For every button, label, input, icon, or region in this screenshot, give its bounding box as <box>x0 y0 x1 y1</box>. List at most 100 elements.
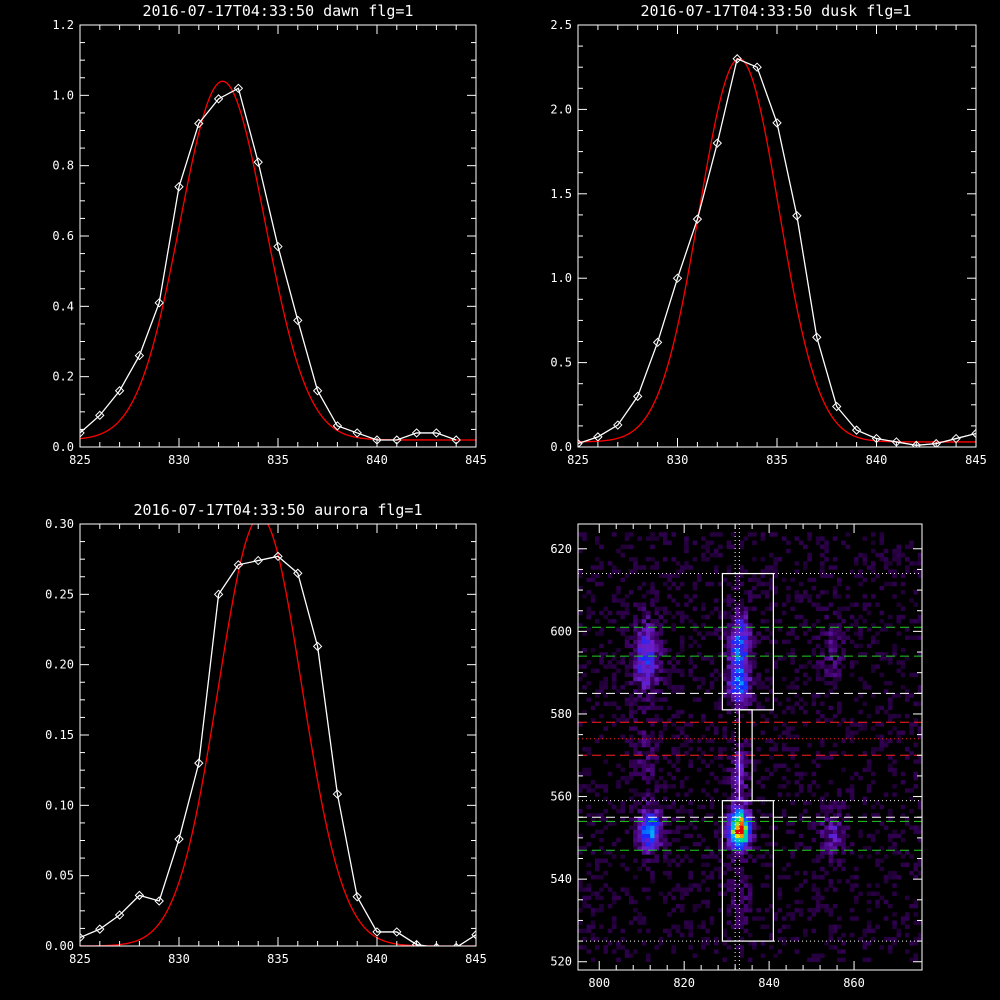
heatmap-cell <box>828 808 834 814</box>
heatmap-cell <box>730 639 736 645</box>
heatmap-cell <box>739 924 744 930</box>
heatmap-cell <box>730 631 736 636</box>
heatmap-cell <box>684 561 689 566</box>
heatmap-cell <box>739 829 744 835</box>
heatmap-cell <box>811 957 817 963</box>
heatmap-cell <box>764 875 770 880</box>
heatmap-cell <box>862 957 868 963</box>
heatmap-cell <box>616 718 621 723</box>
heatmap-cell <box>701 614 706 620</box>
heatmap-cell <box>747 676 753 682</box>
heatmap-cell <box>662 618 668 624</box>
heatmap-y-ticks: 520 540 560 580 600 620 <box>550 542 572 969</box>
heatmap-cell <box>624 532 630 537</box>
heatmap-cell <box>641 858 647 863</box>
heatmap-cell <box>917 755 922 760</box>
heatmap-cell <box>582 887 587 892</box>
heatmap-cell <box>590 647 596 653</box>
heatmap-cell <box>730 883 736 888</box>
heatmap-cell <box>582 647 587 653</box>
heatmap-cell <box>671 817 676 822</box>
aurora-x-ticks: 825 830 835 840 845 <box>69 952 487 966</box>
heatmap-cell <box>633 829 638 835</box>
heatmap-cell <box>667 858 672 863</box>
heatmap-cell <box>701 680 706 686</box>
heatmap-cell <box>679 685 685 690</box>
heatmap-cell <box>603 858 609 863</box>
heatmap-cell <box>735 614 740 620</box>
heatmap-cell <box>900 614 906 620</box>
heatmap-cell <box>624 602 630 607</box>
heatmap-cell <box>739 821 744 826</box>
heatmap-cell <box>667 718 672 723</box>
heatmap-cell <box>883 936 889 942</box>
heatmap-cell <box>824 833 829 839</box>
heatmap-cell <box>726 866 732 872</box>
heatmap-cell <box>879 672 885 678</box>
heatmap-cell <box>735 788 740 793</box>
heatmap-cell <box>832 647 838 653</box>
heatmap-cell <box>705 548 710 554</box>
heatmap-cell <box>917 557 922 562</box>
heatmap-cell <box>726 689 732 694</box>
heatmap-cell <box>735 912 740 917</box>
heatmap-cell <box>871 726 876 731</box>
heatmap-cell <box>811 701 817 707</box>
heatmap-cell <box>675 862 681 868</box>
heatmap-cell <box>794 792 800 797</box>
heatmap-cell <box>654 718 659 723</box>
heatmap-cell <box>726 936 732 942</box>
heatmap-cell <box>705 631 710 636</box>
heatmap-cell <box>688 722 693 727</box>
heatmap-cell <box>586 767 592 773</box>
heatmap-cell <box>832 825 838 830</box>
heatmap-cell <box>764 590 770 595</box>
heatmap-cell <box>658 652 664 657</box>
heatmap-cell <box>820 804 825 810</box>
heatmap-cell <box>667 610 672 616</box>
heatmap-cell <box>718 635 723 640</box>
heatmap-cell <box>871 668 876 673</box>
heatmap-cell <box>611 821 617 826</box>
heatmap-cell <box>624 643 630 649</box>
heatmap-cell <box>854 660 859 665</box>
heatmap-cell <box>667 862 672 868</box>
heatmap-cell <box>837 949 842 954</box>
heatmap-cell <box>828 602 834 607</box>
heatmap-cell <box>671 656 676 661</box>
heatmap-cell <box>764 676 770 682</box>
heatmap-cell <box>832 945 838 950</box>
heatmap-cell <box>764 841 770 847</box>
heatmap-cell <box>624 544 630 550</box>
heatmap-cell <box>637 635 643 640</box>
heatmap-cell <box>900 672 906 678</box>
heatmap-cell <box>735 784 740 789</box>
heatmap-cell <box>599 784 604 789</box>
heatmap-cell <box>730 866 736 872</box>
heatmap-cell <box>739 693 744 698</box>
fit-curve <box>80 524 476 946</box>
heatmap-cell <box>684 751 689 756</box>
heatmap-cell <box>764 652 770 657</box>
heatmap-cell <box>871 569 876 574</box>
heatmap-cell <box>713 668 719 673</box>
heatmap-cell <box>794 590 800 595</box>
heatmap-cell <box>590 594 596 599</box>
heatmap-cell <box>871 804 876 810</box>
heatmap-cell <box>667 668 672 673</box>
heatmap-cell <box>735 718 740 723</box>
heatmap-cell <box>582 784 587 789</box>
heatmap-cell <box>837 623 842 628</box>
aurora-plot-area <box>79 523 477 947</box>
heatmap-cell <box>722 813 727 818</box>
heatmap-cell <box>786 705 791 711</box>
heatmap-cell <box>862 726 868 731</box>
heatmap-cell <box>637 647 643 653</box>
heatmap-cell <box>807 532 812 537</box>
heatmap-cell <box>905 916 910 921</box>
y-tick-label: 540 <box>550 872 572 886</box>
heatmap-cell <box>705 656 710 661</box>
heatmap-cell <box>807 660 812 665</box>
heatmap-cell <box>764 850 770 855</box>
heatmap-cell <box>662 606 668 612</box>
